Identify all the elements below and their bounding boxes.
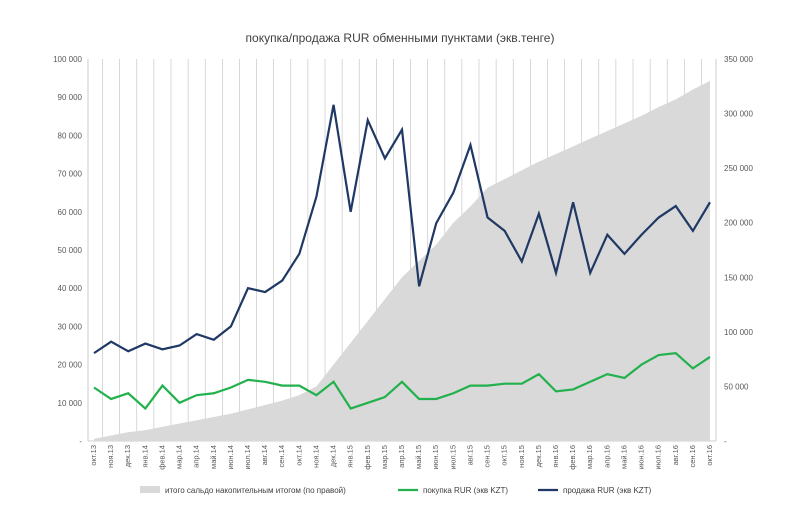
x-tick-label: ноя.14 bbox=[311, 445, 320, 468]
x-tick-label: май.14 bbox=[209, 445, 218, 469]
x-tick-label: апр.15 bbox=[397, 445, 406, 468]
x-tick-label: май.15 bbox=[414, 445, 423, 469]
x-tick-label: май.16 bbox=[619, 445, 628, 469]
x-tick-label: дек.13 bbox=[123, 445, 132, 467]
left-axis: - 10 000 20 000 30 000 40 000 50 000 60 000 70 … bbox=[53, 55, 82, 446]
line-layer bbox=[93, 104, 711, 411]
x-tick-label: окт.13 bbox=[89, 445, 98, 466]
x-tick-label: окт.16 bbox=[705, 445, 714, 466]
legend-swatch-area bbox=[140, 486, 160, 493]
right-tick-label: 150 000 bbox=[724, 273, 753, 282]
x-tick-label: июл.15 bbox=[448, 445, 457, 469]
x-tick-label: авг.15 bbox=[465, 445, 474, 465]
x-tick-label: окт.15 bbox=[500, 445, 509, 466]
left-tick-label: 30 000 bbox=[58, 322, 83, 331]
series-line-2 bbox=[93, 104, 711, 355]
x-tick-label: апр.14 bbox=[192, 445, 201, 468]
x-tick-label: ноя.15 bbox=[517, 445, 526, 468]
x-tick-label: авг.14 bbox=[260, 445, 269, 465]
x-tick-label: мар.15 bbox=[380, 445, 389, 469]
x-tick-label: авг.16 bbox=[671, 445, 680, 465]
left-tick-label: 50 000 bbox=[58, 246, 83, 255]
x-tick-label: июн.15 bbox=[431, 445, 440, 469]
series-line-1 bbox=[93, 351, 711, 411]
legend-label-1: покупка RUR (экв KZT) bbox=[423, 486, 508, 495]
x-tick-label: сен.15 bbox=[483, 445, 492, 468]
area-layer bbox=[94, 80, 710, 441]
left-tick-label: 70 000 bbox=[58, 170, 83, 179]
x-tick-label: июн.16 bbox=[637, 445, 646, 469]
x-tick-label: дек.14 bbox=[329, 445, 338, 467]
x-tick-label: фев.14 bbox=[157, 445, 166, 470]
x-tick-label: июл.16 bbox=[654, 445, 663, 469]
right-tick-label: 250 000 bbox=[724, 164, 753, 173]
x-tick-label: фев.15 bbox=[363, 445, 372, 470]
right-axis: - 50 000 100 000 150 000 200 000 250 000 300 0… bbox=[724, 55, 753, 446]
right-tick-label: 300 000 bbox=[724, 110, 753, 119]
left-tick-label: 60 000 bbox=[58, 208, 83, 217]
left-tick-label: - bbox=[79, 437, 82, 446]
left-tick-label: 80 000 bbox=[58, 131, 83, 140]
x-tick-label: дек.15 bbox=[534, 445, 543, 467]
left-tick-label: 90 000 bbox=[58, 93, 83, 102]
x-tick-label: ноя.13 bbox=[106, 445, 115, 468]
right-tick-label: 100 000 bbox=[724, 328, 753, 337]
x-tick-label: фев.16 bbox=[568, 445, 577, 470]
x-axis: окт.13 ноя.13 дек.13 янв.14 фев.14 мар.14 апр.… bbox=[89, 445, 714, 470]
left-tick-label: 10 000 bbox=[58, 399, 83, 408]
left-tick-label: 20 000 bbox=[58, 361, 83, 370]
x-tick-label: июн.14 bbox=[226, 445, 235, 469]
x-tick-label: апр.16 bbox=[602, 445, 611, 468]
x-tick-label: окт.14 bbox=[294, 445, 303, 466]
series-area-cumulative bbox=[94, 80, 710, 441]
left-tick-label: 100 000 bbox=[53, 55, 82, 64]
legend-label-0: итого сальдо накопительным итогом (по пр… bbox=[165, 486, 346, 495]
right-tick-label: 350 000 bbox=[724, 55, 753, 64]
x-tick-label: янв.14 bbox=[140, 445, 149, 468]
x-tick-label: янв.15 bbox=[346, 445, 355, 468]
right-tick-label: 200 000 bbox=[724, 219, 753, 228]
chart-title: покупка/продажа RUR обменными пунктами (… bbox=[246, 31, 555, 45]
right-tick-label: - bbox=[724, 437, 727, 446]
left-tick-label: 40 000 bbox=[58, 284, 83, 293]
legend-label-2: продажа RUR (экв KZT) bbox=[563, 486, 652, 495]
x-tick-label: янв.16 bbox=[551, 445, 560, 468]
x-tick-label: мар.14 bbox=[175, 445, 184, 469]
x-tick-label: сен.16 bbox=[688, 445, 697, 468]
legend: итого сальдо накопительным итогом (по пр… bbox=[140, 486, 652, 495]
right-tick-label: 50 000 bbox=[724, 382, 749, 391]
x-tick-label: мар.16 bbox=[585, 445, 594, 469]
x-tick-label: июл.14 bbox=[243, 445, 252, 469]
x-tick-label: сен.14 bbox=[277, 445, 286, 468]
